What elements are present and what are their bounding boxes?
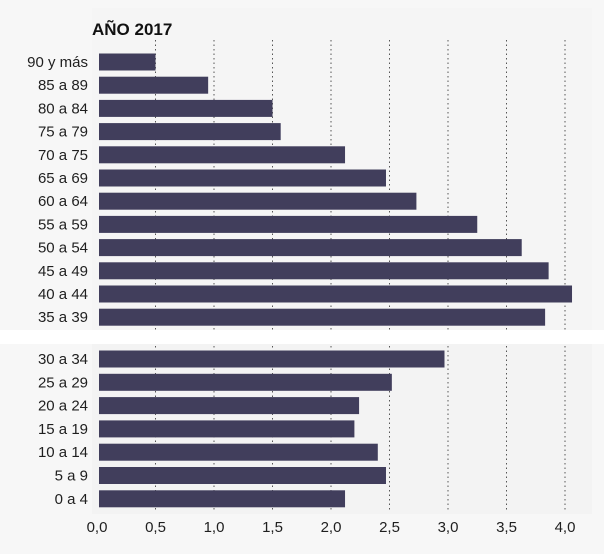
x-tick-label: 0,5 xyxy=(145,519,166,536)
bar xyxy=(99,169,386,187)
bar xyxy=(99,397,360,415)
bar xyxy=(99,443,378,461)
x-tick-label: 4,0 xyxy=(555,519,576,536)
chart-title: AÑO 2017 xyxy=(92,19,172,39)
category-label: 15 a 19 xyxy=(38,421,88,438)
panel-gap xyxy=(0,330,604,344)
x-tick-label: 3,5 xyxy=(496,519,517,536)
category-label: 10 a 14 xyxy=(38,444,88,461)
x-tick-label: 2,0 xyxy=(321,519,342,536)
bar xyxy=(99,262,549,280)
bar xyxy=(99,215,478,233)
x-axis-ticks: 0,0 0,5 1,0 1,5 2,0 2,5 3,0 3,5 4,0 xyxy=(87,519,576,536)
category-label: 30 a 34 xyxy=(38,351,88,368)
category-label: 80 a 84 xyxy=(38,100,88,117)
bar xyxy=(99,420,355,438)
category-labels: 90 y más 85 a 89 80 a 84 75 a 79 70 a 75 65 a… xyxy=(27,54,88,508)
x-tick-label: 3,0 xyxy=(438,519,459,536)
bar xyxy=(99,490,346,508)
bar xyxy=(99,373,392,391)
bar xyxy=(99,99,273,117)
category-label: 55 a 59 xyxy=(38,216,88,233)
category-label: 65 a 69 xyxy=(38,170,88,187)
category-label: 50 a 54 xyxy=(38,240,88,257)
bar xyxy=(99,308,546,326)
bar xyxy=(99,350,445,368)
category-label: 85 a 89 xyxy=(38,77,88,94)
category-label: 25 a 29 xyxy=(38,374,88,391)
bar xyxy=(99,239,522,257)
category-label: 35 a 39 xyxy=(38,309,88,326)
category-label: 75 a 79 xyxy=(38,124,88,141)
bar xyxy=(99,192,417,210)
x-tick-label: 1,5 xyxy=(262,519,283,536)
category-label: 70 a 75 xyxy=(38,147,88,164)
bars xyxy=(99,53,573,508)
x-tick-label: 2,5 xyxy=(379,519,400,536)
x-tick-label: 0,0 xyxy=(87,519,108,536)
bar xyxy=(99,285,573,303)
category-label: 5 a 9 xyxy=(55,468,88,485)
x-tick-label: 1,0 xyxy=(204,519,225,536)
bar xyxy=(99,76,209,94)
bar xyxy=(99,123,281,141)
panel-background-top xyxy=(92,8,592,330)
bar xyxy=(99,467,386,484)
bar xyxy=(99,53,156,71)
category-label: 60 a 64 xyxy=(38,193,88,210)
category-label: 20 a 24 xyxy=(38,398,88,415)
category-label: 45 a 49 xyxy=(38,263,88,280)
bar xyxy=(99,146,346,164)
category-label: 40 a 44 xyxy=(38,286,88,303)
category-label: 0 a 4 xyxy=(55,491,88,508)
category-label: 90 y más xyxy=(27,54,88,71)
